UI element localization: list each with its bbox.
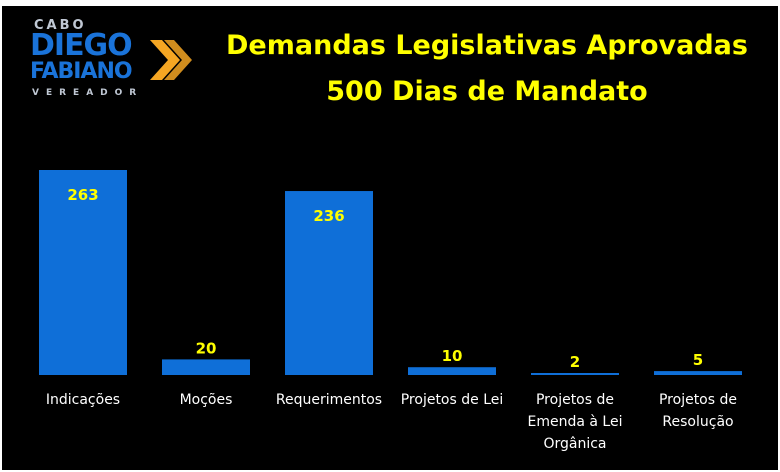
chart-title-line-2: 500 Dias de Mandato (326, 76, 648, 107)
tick-label-0: Indicações (46, 392, 120, 408)
chart-frame: CABO DIEGO FABIANO VEREADOR Demandas Leg… (2, 6, 778, 470)
chevron-right-icon (150, 40, 192, 80)
tick-label-4: Projetos de Emenda à Lei Orgânica (528, 392, 623, 452)
data-label-4: 2 (570, 353, 580, 371)
chart-title-line-1: Demandas Legislativas Aprovadas (226, 30, 748, 61)
bar-4 (531, 373, 619, 375)
bar-chart: 263 Indicações 20 Moções 236 Requerimentos 10 P… (39, 170, 742, 452)
logo-top-text: CABO (34, 18, 87, 33)
data-label-3: 10 (442, 347, 463, 365)
tick-label-3: Projetos de Lei (401, 392, 504, 408)
tick-label-2: Requerimentos (276, 392, 382, 408)
bar-0 (39, 170, 127, 375)
data-label-0: 263 (67, 186, 98, 204)
logo: CABO DIEGO FABIANO VEREADOR (30, 16, 200, 108)
bar-2 (285, 191, 373, 375)
logo-name-line-2: FABIANO (30, 59, 133, 84)
tick-label-5: Projetos de Resolução (659, 392, 737, 430)
bar-5 (654, 371, 742, 375)
bar-1 (162, 359, 250, 375)
logo-bottom-text: VEREADOR (32, 88, 144, 98)
data-label-1: 20 (196, 339, 217, 357)
data-label-5: 5 (693, 351, 703, 369)
data-label-2: 236 (313, 207, 344, 225)
tick-label-1: Moções (180, 392, 233, 408)
logo-name-line-1: DIEGO (30, 28, 133, 63)
bar-3 (408, 367, 496, 375)
